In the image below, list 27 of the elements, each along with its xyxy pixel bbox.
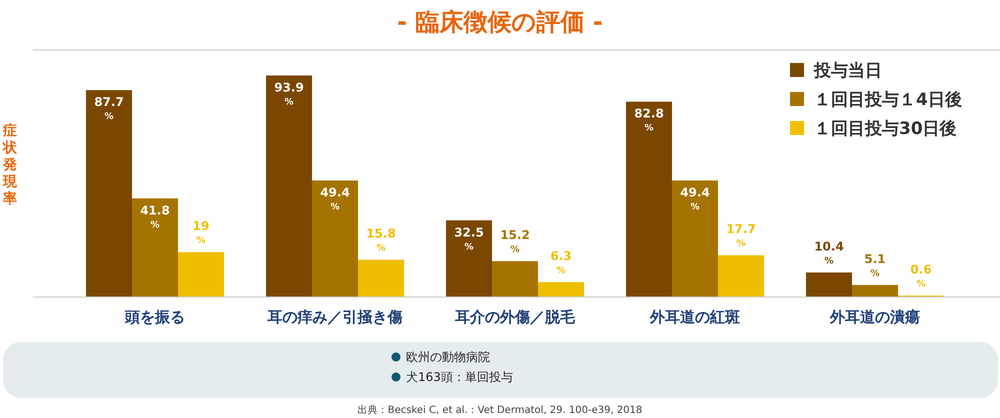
x-tick-label: 頭を振る xyxy=(124,308,185,326)
y-axis-title: 症状発現率 xyxy=(2,122,18,207)
x-tick-label: 耳介の外傷／脱毛 xyxy=(454,308,576,326)
bar xyxy=(358,260,404,297)
text: 欧州の動物病院 xyxy=(406,350,490,364)
bar xyxy=(806,272,852,297)
x-tick-label: 耳の痒み／引掻き傷 xyxy=(266,308,402,326)
legend-label: 投与当日 xyxy=(813,61,882,81)
bar xyxy=(538,282,584,297)
bar xyxy=(266,76,312,297)
text: 犬163頭：単回投与 xyxy=(406,370,513,384)
bar xyxy=(178,252,224,297)
x-tick-label: 外耳道の潰瘍 xyxy=(829,308,920,326)
bar xyxy=(852,284,898,297)
bar xyxy=(492,261,538,297)
bar xyxy=(626,102,672,297)
bar xyxy=(86,90,132,297)
bar xyxy=(132,198,178,297)
legend-label: １回目投与30日後 xyxy=(814,119,957,139)
source-note: 出典：Becskei C, et al.：Vet Dermatol, 29. 100-e39, 2018 xyxy=(358,404,642,416)
bar xyxy=(446,220,492,297)
bar xyxy=(312,180,358,297)
chart-title: - 臨床徴候の評価 - xyxy=(397,8,603,36)
bar xyxy=(672,180,718,297)
x-tick-label: 外耳道の紅斑 xyxy=(649,308,740,326)
legend-label: １回目投与１4日後 xyxy=(814,90,962,110)
bar xyxy=(718,255,764,297)
